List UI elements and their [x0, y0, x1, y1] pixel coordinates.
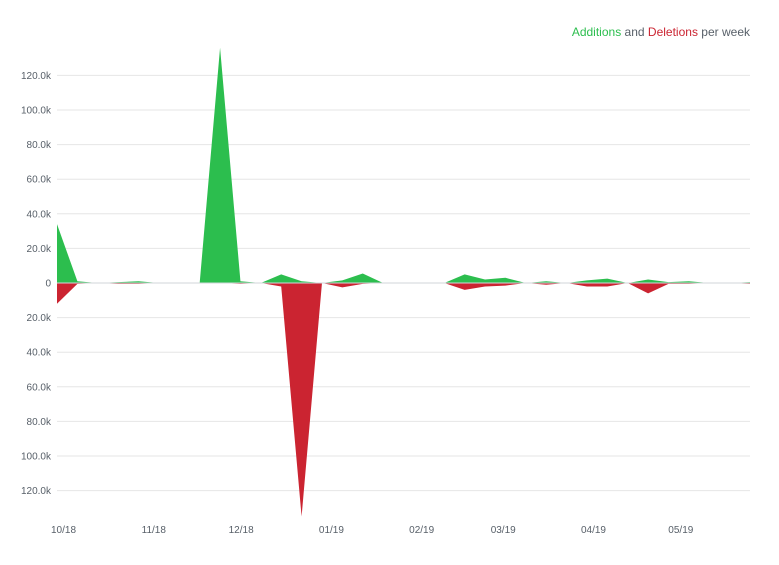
y-tick-label: 100.0k [21, 106, 52, 117]
y-tick-label: 60.0k [27, 175, 52, 186]
legend-additions: Additions [571, 25, 622, 39]
y-tick-label: 120.0k [21, 486, 52, 497]
x-tick-label: 05/19 [668, 525, 693, 536]
y-tick-label: 100.0k [21, 452, 52, 463]
x-tick-label: 10/18 [51, 525, 76, 536]
y-tick-label: 80.0k [27, 140, 52, 151]
additions-area [57, 47, 750, 283]
y-tick-label: 20.0k [27, 313, 52, 324]
x-tick-label: 02/19 [409, 525, 434, 536]
y-tick-label: 40.0k [27, 348, 52, 359]
x-tick-label: 11/18 [142, 525, 167, 536]
y-tick-label: 60.0k [27, 382, 52, 393]
y-tick-label: 40.0k [27, 209, 52, 220]
legend-and: and [624, 25, 645, 39]
y-tick-label: 80.0k [27, 417, 52, 428]
x-tick-label: 04/19 [581, 525, 606, 536]
y-tick-label: 120.0k [21, 71, 52, 82]
legend-suffix: per week [701, 25, 750, 39]
legend-deletions: Deletions [647, 25, 698, 39]
x-tick-label: 03/19 [491, 525, 516, 536]
x-tick-label: 01/19 [319, 525, 344, 536]
y-tick-label: 0 [45, 279, 51, 290]
x-tick-label: 12/18 [229, 525, 254, 536]
y-tick-label: 20.0k [27, 244, 52, 255]
chart-legend: Additions and Deletions per week [572, 25, 750, 39]
